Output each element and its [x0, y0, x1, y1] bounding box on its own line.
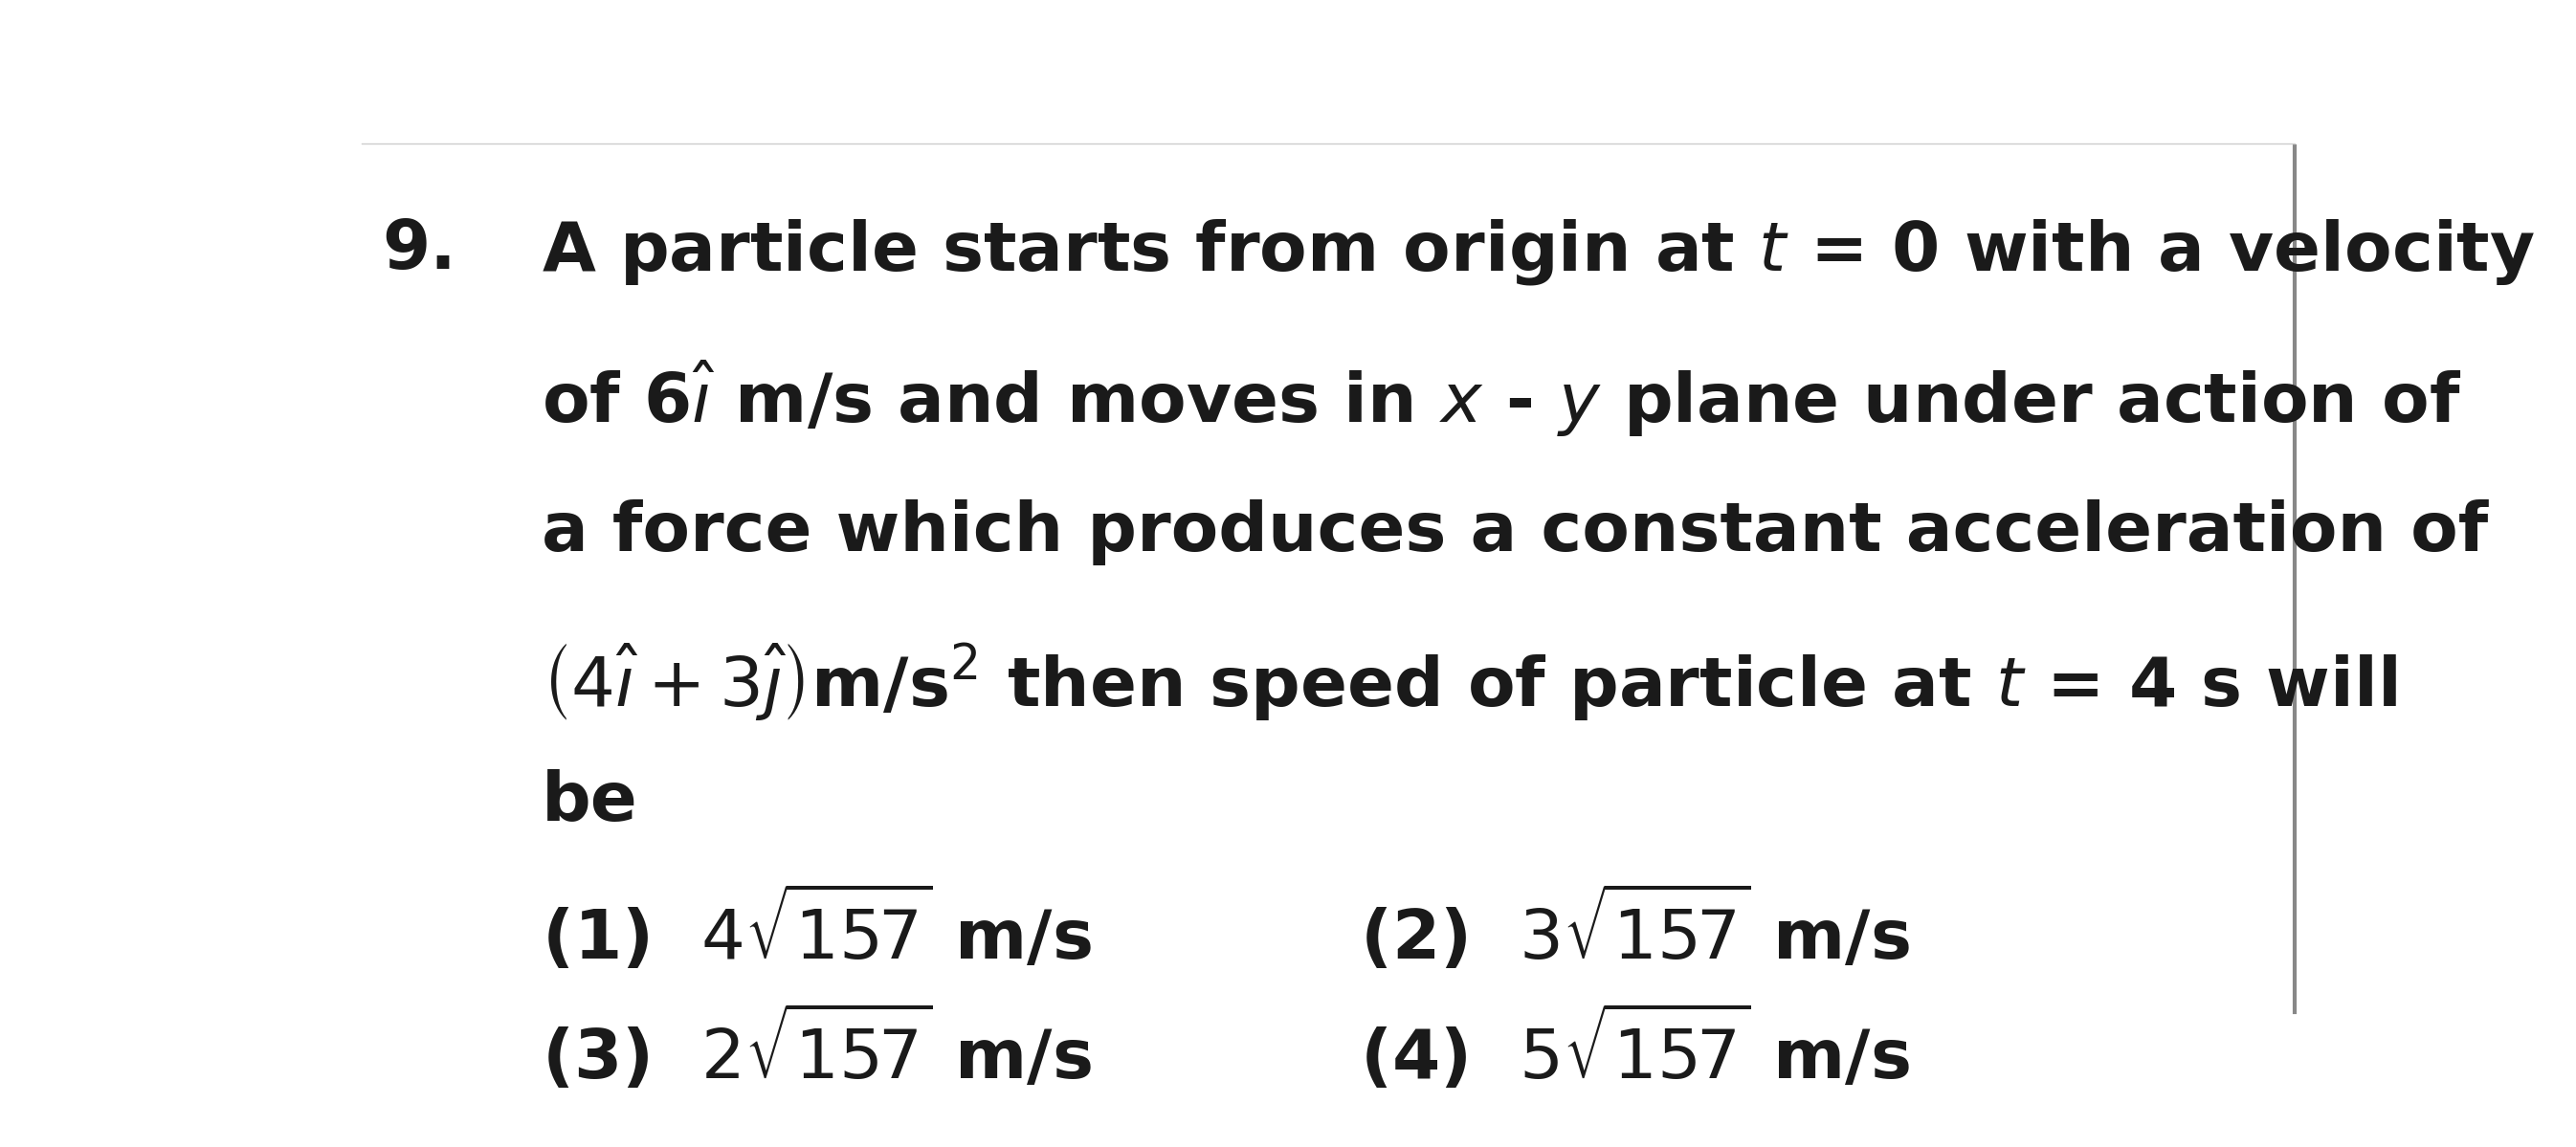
Text: a force which produces a constant acceleration of: a force which produces a constant accele… — [541, 500, 2488, 565]
Text: of 6$\hat{\imath}$ m/s and moves in $x$ - $y$ plane under action of: of 6$\hat{\imath}$ m/s and moves in $x$ … — [541, 358, 2460, 439]
Text: 9.: 9. — [381, 217, 456, 283]
Text: $\left(4\hat{\imath}+3\hat{\jmath}\right)$m/s$^{2}$ then speed of particle at $t: $\left(4\hat{\imath}+3\hat{\jmath}\right… — [541, 641, 2396, 723]
Text: be: be — [541, 770, 639, 835]
Text: A particle starts from origin at $t$ = 0 with a velocity: A particle starts from origin at $t$ = 0… — [541, 217, 2535, 287]
Text: (2)  $3\sqrt{157}$ m/s: (2) $3\sqrt{157}$ m/s — [1360, 884, 1911, 974]
Text: (3)  $2\sqrt{157}$ m/s: (3) $2\sqrt{157}$ m/s — [541, 1004, 1092, 1093]
Text: (4)  $5\sqrt{157}$ m/s: (4) $5\sqrt{157}$ m/s — [1360, 1004, 1911, 1093]
Text: (1)  $4\sqrt{157}$ m/s: (1) $4\sqrt{157}$ m/s — [541, 884, 1092, 974]
